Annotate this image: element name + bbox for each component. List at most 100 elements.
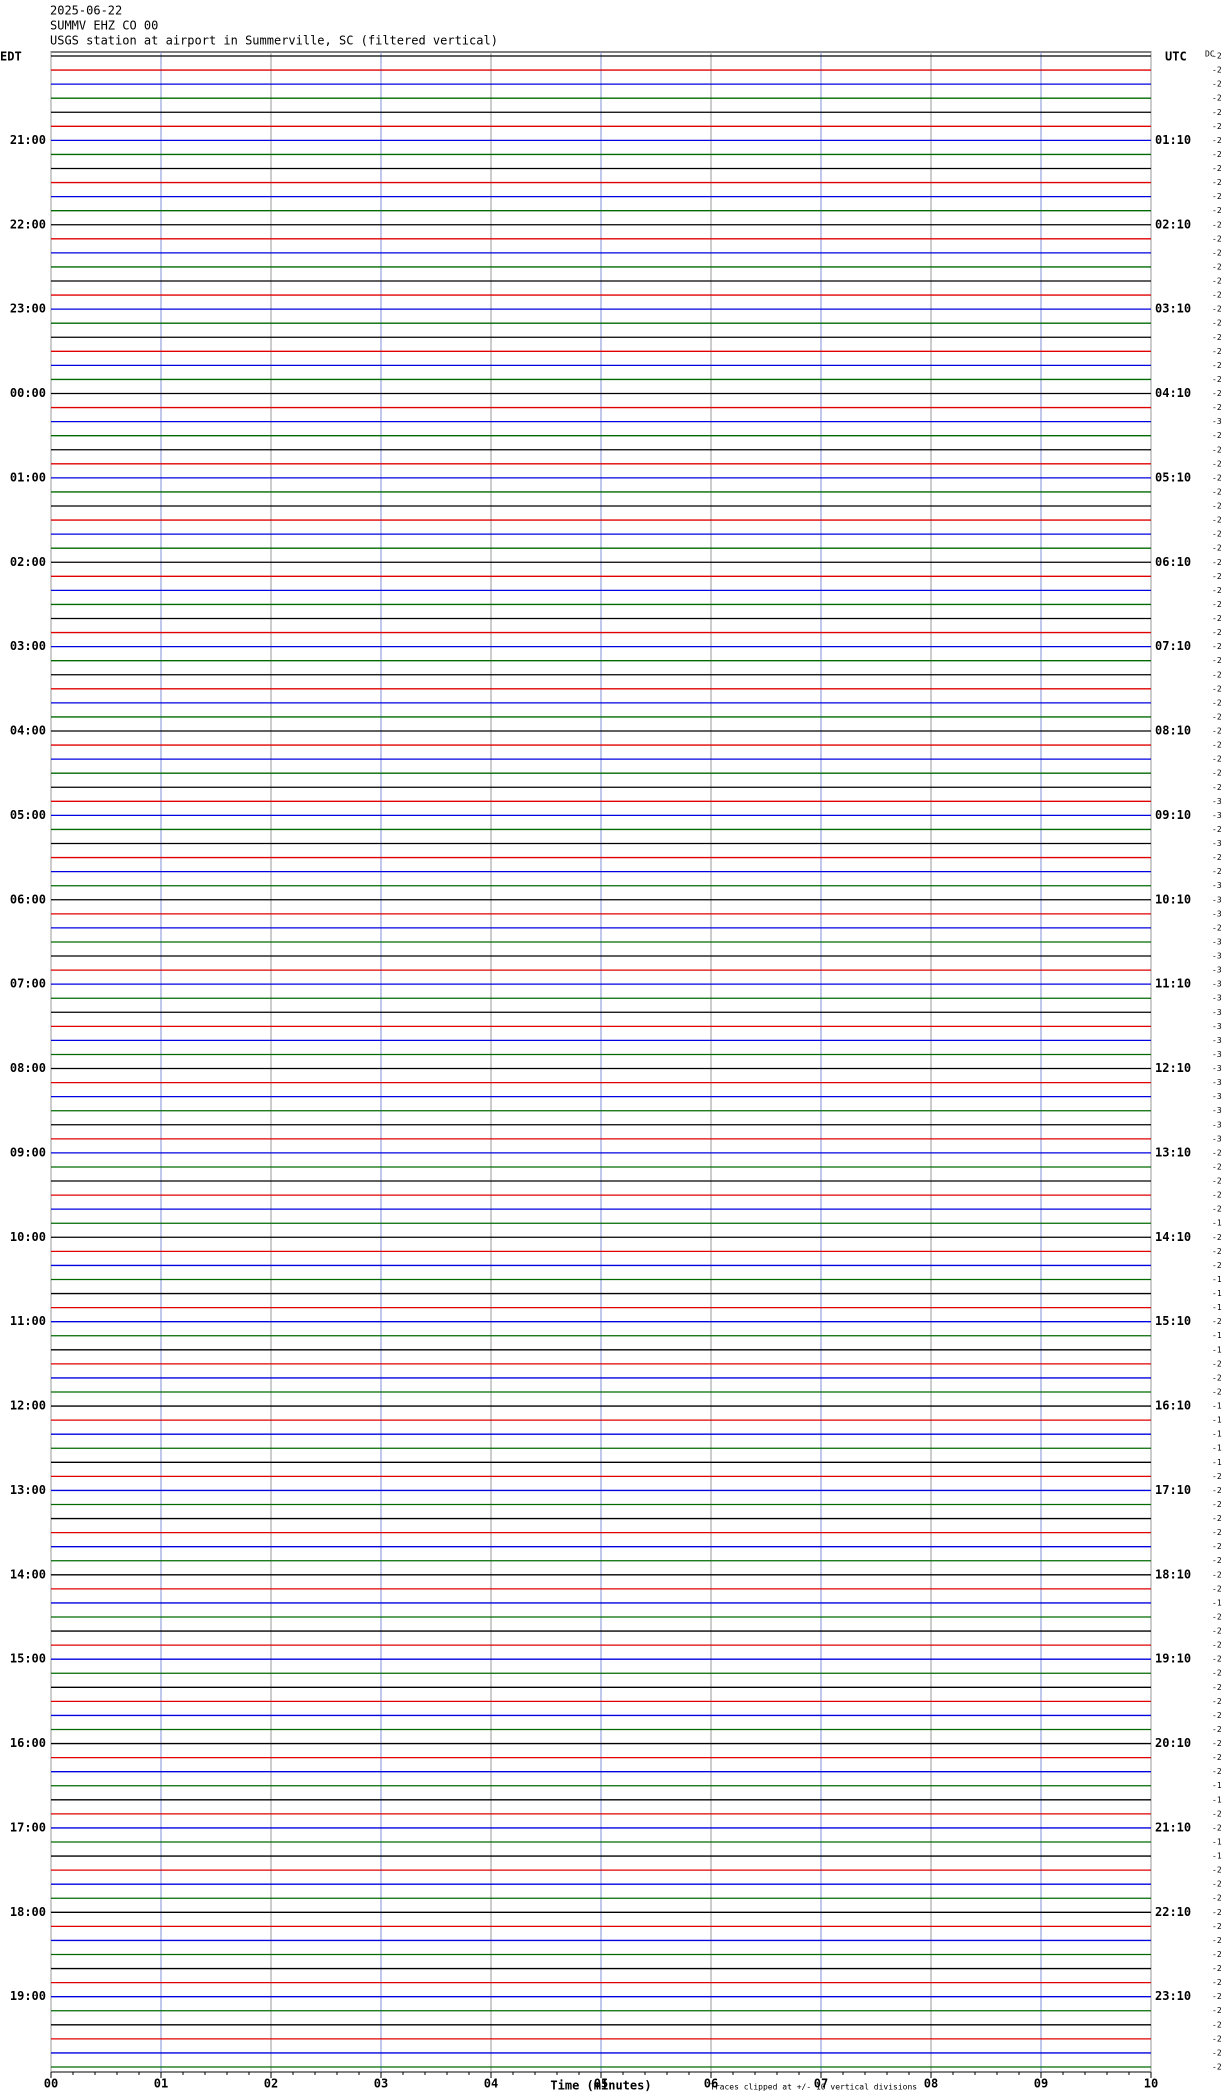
utc-label: 21:10 (1155, 1820, 1191, 1834)
x-tick-label: 06 (704, 2077, 718, 2091)
dc-offset: -2 (1212, 1373, 1222, 1382)
dc-offset: -2 (1212, 1950, 1222, 1959)
x-tick-label: 00 (44, 2077, 58, 2091)
dc-offset: -1 (1212, 1331, 1222, 1340)
edt-label: 15:00 (10, 1652, 46, 1666)
edt-label: 04:00 (10, 724, 46, 738)
dc-offset: -2 (1212, 853, 1222, 862)
utc-label: 18:10 (1155, 1567, 1191, 1581)
dc-offset: -1 (1212, 1430, 1222, 1439)
dc-offset: -2 (1212, 1767, 1222, 1776)
dc-offset: -2 (1212, 825, 1222, 834)
dc-offset: -2 (1212, 1162, 1222, 1171)
dc-offset: -3 (1212, 1120, 1222, 1129)
dc-offset: -2 (1212, 389, 1222, 398)
dc-offset: -2 (1212, 614, 1222, 623)
dc-offset: -2 (1212, 291, 1222, 300)
dc-offset: -2 (1212, 1472, 1222, 1481)
utc-label: 06:10 (1155, 555, 1191, 569)
dc-offset: -3 (1212, 909, 1222, 918)
x-tick-label: 09 (1034, 2077, 1048, 2091)
edt-label: 21:00 (10, 133, 46, 147)
dc-offset: -2 (1212, 1627, 1222, 1636)
dc-offset: -2 (1212, 66, 1222, 75)
utc-label: 09:10 (1155, 808, 1191, 822)
edt-label: 10:00 (10, 1230, 46, 1244)
dc-offset: -3 (1212, 952, 1222, 961)
x-tick-label: 07 (814, 2077, 828, 2091)
dc-offset: -3 (1212, 811, 1222, 820)
dc-offset: -2 (1212, 1528, 1222, 1537)
dc-offset: -2 (1212, 220, 1222, 229)
dc-offset: -2 (1212, 502, 1222, 511)
dc-offset: -2 (1212, 262, 1222, 271)
dc-offset: -2 (1212, 2048, 1222, 2057)
dc-offset: -2 (1212, 94, 1222, 103)
dc-offset: -2 (1212, 445, 1222, 454)
dc-offset: -3 (1212, 1022, 1222, 1031)
dc-offset: -2 (1212, 670, 1222, 679)
dc-offset: -2 (1212, 1697, 1222, 1706)
dc-offset: -2 (1212, 1514, 1222, 1523)
dc-offset: -2 (1212, 1359, 1222, 1368)
dc-offset: -2 (1212, 684, 1222, 693)
x-tick-label: 01 (154, 2077, 168, 2091)
dc-offset: -2 (1212, 1641, 1222, 1650)
utc-label: 20:10 (1155, 1736, 1191, 1750)
dc-offset: -2 (1212, 923, 1222, 932)
dc-offset: -2 (1212, 544, 1222, 553)
dc-offset: -1 (1212, 1219, 1222, 1228)
dc-offset: -1 (1212, 1458, 1222, 1467)
dc-offset: -2 (1212, 1655, 1222, 1664)
edt-label: 11:00 (10, 1314, 46, 1328)
dc-offset: -3 (1212, 839, 1222, 848)
dc-offset: -2 (1212, 164, 1222, 173)
dc-offset: -2 (1212, 319, 1222, 328)
dc-offset: -1 (1212, 1781, 1222, 1790)
x-tick-label: 03 (374, 2077, 388, 2091)
dc-offset: -3 (1212, 1008, 1222, 1017)
dc-offset: -2 (1212, 1247, 1222, 1256)
x-tick-label: 04 (484, 2077, 498, 2091)
station: SUMMV EHZ CO 00 (50, 19, 158, 33)
dc-offset: -2 (1212, 1992, 1222, 2001)
dc-offset: -2 (1212, 1261, 1222, 1270)
dc-offset: -2 (1212, 1177, 1222, 1186)
dc-offset: -2 (1212, 1908, 1222, 1917)
utc-label: 19:10 (1155, 1652, 1191, 1666)
dc-offset: -2 (1212, 206, 1222, 215)
dc-offset: -1 (1212, 1795, 1222, 1804)
dc-offset: -2 (1212, 1387, 1222, 1396)
dc-offset: -2 (1212, 305, 1222, 314)
dc-offset: -2 (1212, 2020, 1222, 2029)
dc-offset: -2 (1212, 516, 1222, 525)
dc-offset: -2 (1212, 150, 1222, 159)
dc-offset: -2 (1212, 459, 1222, 468)
dc-offset: -2 (1212, 403, 1222, 412)
edt-label: 09:00 (10, 1145, 46, 1159)
dc-offset: -2 (1212, 586, 1222, 595)
dc-offset: -1 (1212, 1416, 1222, 1425)
right-zone: UTC (1165, 50, 1187, 64)
utc-label: 11:10 (1155, 977, 1191, 991)
dc-offset: -3 (1212, 797, 1222, 806)
dc-offset: -2 (1212, 727, 1222, 736)
dc-offset: -3 (1212, 895, 1222, 904)
utc-label: 14:10 (1155, 1230, 1191, 1244)
dc-offset: -2 (1212, 600, 1222, 609)
dc-offset: -2 (1212, 1148, 1222, 1157)
x-tick-label: 08 (924, 2077, 938, 2091)
dc-offset: -2 (1212, 2006, 1222, 2015)
utc-label: 16:10 (1155, 1399, 1191, 1413)
dc-offset: -2 (1212, 108, 1222, 117)
dc-offset: -3 (1212, 1092, 1222, 1101)
dc-offset: -3 (1212, 980, 1222, 989)
dc-offset: -2 (1212, 1753, 1222, 1762)
edt-label: 05:00 (10, 808, 46, 822)
edt-label: 17:00 (10, 1820, 46, 1834)
dc-offset: -2 (1212, 1866, 1222, 1875)
edt-label: 02:00 (10, 555, 46, 569)
dc-offset: -2 (1212, 2063, 1222, 2072)
dc-offset: -2 (1212, 1233, 1222, 1242)
